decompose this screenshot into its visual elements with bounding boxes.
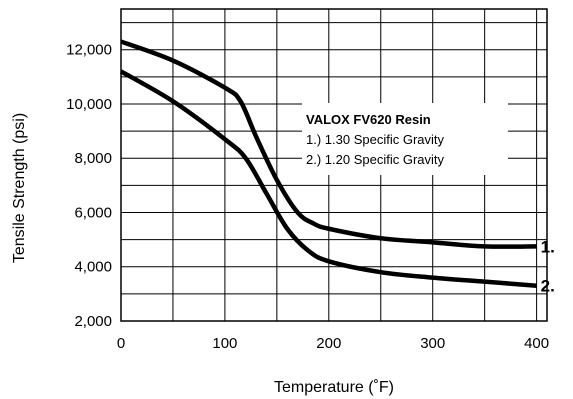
y-tick-label: 2,000: [74, 313, 112, 330]
x-tick-label: 300: [420, 335, 445, 352]
series-line-2: [119, 69, 537, 288]
series-lines: 1. 2.: [119, 39, 555, 296]
legend-entry-2: 2.) 1.20 Specific Gravity: [306, 152, 444, 167]
x-tick-label: 0: [117, 335, 125, 352]
y-tick-label: 6,000: [74, 204, 112, 221]
legend-background: [302, 103, 508, 175]
legend-entry-1: 1.) 1.30 Specific Gravity: [306, 132, 444, 147]
y-tick-label: 12,000: [66, 42, 112, 59]
x-tick-label: 200: [316, 335, 341, 352]
y-tick-label: 4,000: [74, 259, 112, 276]
y-tick-label: 10,000: [66, 96, 112, 113]
series-label-2: 2.: [541, 277, 555, 296]
series-label-1: 1.: [541, 237, 555, 256]
x-axis-title: Temperature (˚F): [274, 379, 394, 396]
x-tick-label: 400: [524, 335, 549, 352]
series-line-1: [120, 39, 537, 249]
plot-frame: [120, 8, 548, 322]
x-tick-label: 100: [212, 335, 237, 352]
legend-title: VALOX FV620 Resin: [306, 112, 431, 127]
y-axis-title: Tensile Strength (psi): [11, 113, 28, 263]
y-tick-label: 8,000: [74, 150, 112, 167]
x-tick-labels: 0 100 200 300 400: [117, 335, 549, 352]
y-tick-labels: 2,000 4,000 6,000 8,000 10,000 12,000: [66, 42, 112, 330]
